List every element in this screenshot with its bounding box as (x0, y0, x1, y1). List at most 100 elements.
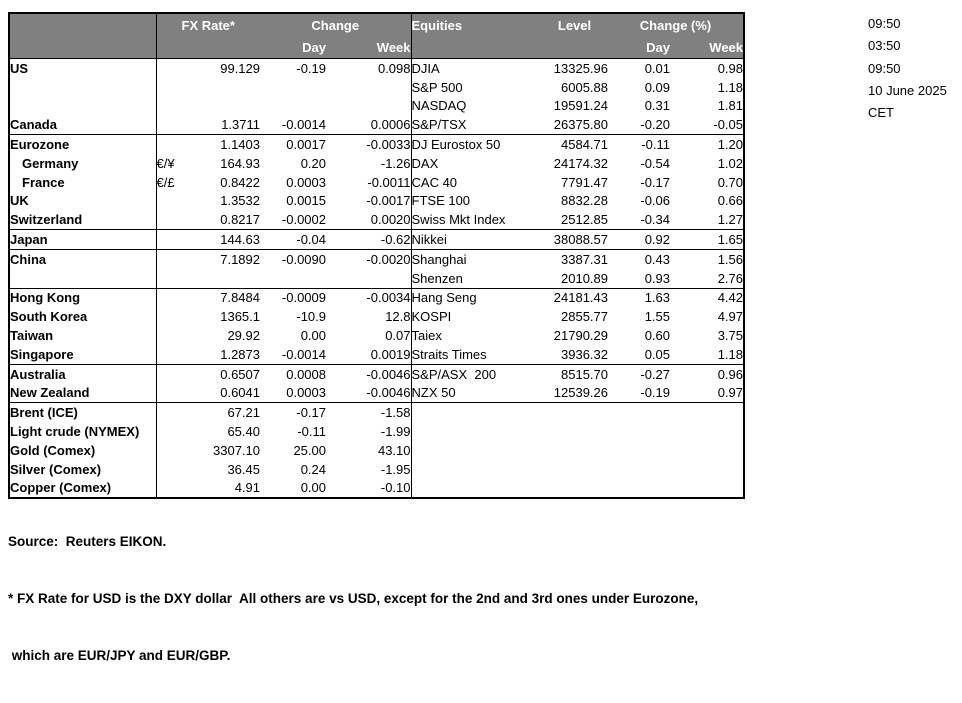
table-row: France €/£ 0.8422 0.0003 -0.0011 CAC 40 7791.4… (9, 172, 744, 192)
fx-change-week-cell (326, 97, 411, 116)
fx-pair-cell (155, 478, 184, 499)
fx-change-day-cell: 0.00 (300, 328, 326, 344)
equity-change-day-cell: -0.06 (640, 193, 671, 209)
fx-rate-cell: 0.8217 (184, 210, 260, 231)
equity-change-week-cell: 1.18 (717, 79, 744, 95)
table-row: Canada 1.3711 -0.0014 0.0006 S&P/TSX 26375.80… (9, 115, 745, 136)
fx-rate-cell: 3307.10 (213, 442, 260, 458)
equity-name-cell: CAC 40 (410, 172, 542, 192)
equity-level-cell: 24174.32 (553, 155, 609, 171)
equity-change-week-cell: 1.65 (670, 229, 745, 250)
equity-change-day-cell: 0.43 (644, 251, 671, 267)
fx-pair-cell (155, 364, 184, 384)
equity-change-day-cell: 0.05 (608, 344, 671, 365)
table-row: Copper (Comex) 4.91 0.00 -0.10 (9, 478, 744, 499)
table-row: UK 1.3532 0.0015 -0.0017 FTSE 100 8832.28 -0.0… (9, 191, 744, 211)
table-row: Shenzen 2010.89 0.93 2.76 (9, 268, 745, 289)
equity-level-cell: 24181.43 (553, 290, 609, 306)
equity-name-cell: KOSPI (410, 307, 542, 327)
fx-change-week-cell: -0.0046 (366, 366, 411, 382)
fx-change-day-cell: 0.00 (300, 480, 326, 496)
fx-change-day-cell: 0.0003 (286, 174, 326, 190)
equity-change-day-cell (608, 441, 670, 460)
timestamp-line: 09:50 (868, 16, 901, 31)
level-header: Level (541, 13, 609, 36)
fx-rate-cell: 1.3711 (184, 115, 260, 136)
fx-rate-cell: 0.6041 (184, 383, 260, 404)
fx-rate-cell: 0.8422 (220, 174, 260, 190)
fx-name-cell: Copper (Comex) (10, 480, 112, 496)
fx-change-week-cell: 0.07 (385, 328, 411, 344)
fx-change-week-cell: -0.10 (380, 480, 411, 496)
fx-change-day-cell: 0.0008 (286, 366, 326, 382)
fx-change-week-cell: 0.0020 (326, 210, 412, 231)
timestamps-block: 09:50 03:50 09:50 10 June 2025 CET (868, 13, 947, 124)
table-header: FX Rate* Change Equities Level Change (%… (9, 13, 745, 59)
equity-name-cell (410, 422, 542, 441)
fx-rate-cell (184, 97, 260, 116)
table-body: US 99.129 -0.19 0.098 DJIA 13325.96 0.01 0.98 S&… (9, 58, 745, 499)
equity-name-cell (410, 459, 542, 479)
fx-change-day-cell: -10.9 (296, 309, 326, 325)
fx-change-week-cell (326, 268, 412, 289)
fx-change-week-cell: -0.0020 (366, 251, 411, 267)
equity-change-day-cell: -0.11 (641, 137, 671, 153)
equity-change-week-cell: 1.18 (670, 344, 745, 365)
fx-change-day-cell (260, 97, 326, 116)
fx-name-cell: Gold (Comex) (10, 442, 96, 458)
fx-change-header: Change (260, 13, 412, 36)
equity-level-cell: 2512.85 (541, 210, 609, 231)
fx-pair-cell (155, 210, 184, 231)
equity-name-cell: S&P/ASX 200 (410, 364, 542, 384)
equity-change-week-cell: 0.98 (717, 60, 744, 76)
fx-change-day-cell: -0.0002 (260, 210, 326, 231)
fx-name-cell: France (22, 174, 65, 190)
fx-change-day-cell: 0.0003 (260, 383, 326, 404)
fx-change-day-cell: 0.0015 (286, 193, 326, 209)
fx-change-week-cell: -1.26 (380, 155, 411, 171)
equity-change-day-cell: 1.55 (644, 309, 671, 325)
fx-week-header: Week (326, 36, 412, 59)
equity-name-cell: NZX 50 (410, 383, 542, 404)
fx-rate-cell: 144.63 (184, 229, 260, 250)
table-row: New Zealand 0.6041 0.0003 -0.0046 NZX 50 1253… (9, 383, 745, 404)
equity-change-day-cell: 0.01 (644, 60, 671, 76)
fx-rate-cell: 1.3532 (220, 193, 260, 209)
equity-level-cell: 8515.70 (561, 366, 609, 382)
fx-pair-cell (155, 115, 184, 136)
table-row: S&P 500 6005.88 0.09 1.18 (9, 77, 744, 97)
timestamp-line: 09:50 (868, 60, 901, 76)
fx-day-header: Day (260, 36, 326, 59)
equity-level-cell: 4584.71 (561, 137, 609, 153)
equity-name-cell (410, 478, 542, 499)
fx-name-cell (9, 97, 156, 116)
equity-change-week-cell: 1.02 (717, 155, 744, 171)
equities-day-header: Day (608, 36, 671, 59)
fx-change-week-cell: -0.0033 (366, 137, 411, 153)
fx-name-cell: Japan (9, 229, 156, 250)
equity-change-week-cell: 0.70 (717, 174, 744, 190)
fx-pair-cell (155, 134, 184, 154)
fx-rate-cell: 164.93 (220, 155, 260, 171)
equity-change-week-cell: 1.27 (670, 210, 745, 231)
equity-change-day-cell: -0.27 (640, 366, 671, 382)
fx-change-week-cell: 43.10 (377, 442, 411, 458)
equity-name-cell: DJIA (410, 58, 542, 78)
equity-name-cell: Swiss Mkt Index (410, 210, 542, 231)
equity-change-week-cell (670, 422, 744, 441)
fx-change-day-cell: -0.0014 (260, 115, 326, 136)
fx-pair-cell: €/¥ (155, 153, 184, 173)
equity-name-cell: Hang Seng (410, 288, 542, 308)
fx-change-day-cell: -0.0009 (281, 290, 326, 306)
equity-name-cell: Straits Times (410, 344, 542, 365)
equities-change-pct-header: Change (%) (608, 13, 745, 36)
equity-change-day-cell: 0.92 (608, 229, 671, 250)
table-row: Light crude (NYMEX) 65.40 -0.11 -1.99 (9, 422, 744, 441)
table-row: Germany €/¥ 164.93 0.20 -1.26 DAX 24174.32 -0.5… (9, 153, 744, 173)
fx-rate-cell (184, 78, 260, 97)
equity-change-day-cell: 0.09 (644, 79, 671, 95)
equity-name-cell (410, 440, 542, 460)
fx-name-cell: UK (10, 193, 29, 209)
table-row: Australia 0.6507 0.0008 -0.0046 S&P/ASX 200 8… (9, 364, 744, 384)
fx-pair-cell (155, 229, 184, 250)
